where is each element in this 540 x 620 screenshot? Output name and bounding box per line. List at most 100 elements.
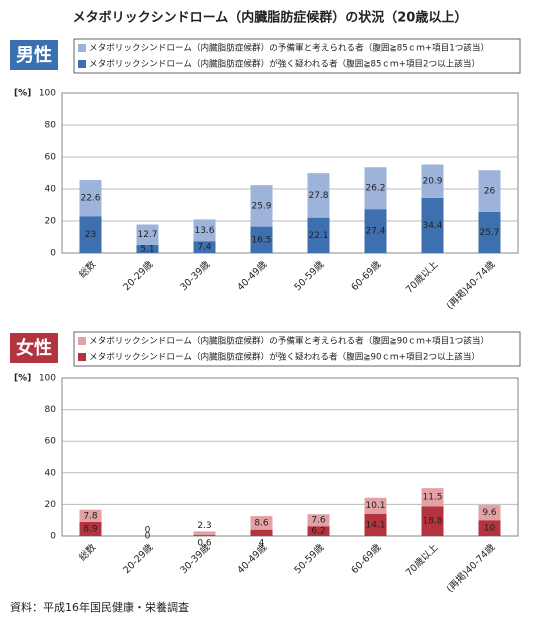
plot-frame [61,377,519,537]
x-tick-label: 40-49歳 [235,541,270,576]
bar-segment [250,516,273,530]
bar-segment [79,521,102,536]
value-label: 10 [484,524,496,534]
value-label: 18.8 [422,517,442,527]
y-tick-label: 60 [45,437,57,447]
bar-segment [364,167,387,210]
x-tick-label: 50-59歳 [292,258,327,293]
badge [10,333,58,363]
value-label: 27.8 [308,191,328,201]
legend-box [73,331,521,367]
value-label: 20.9 [422,177,442,187]
badge-label: 男性 [16,44,52,66]
value-label: 12.7 [137,230,157,240]
bar-segment [364,209,387,253]
plot-frame [61,92,519,254]
legend-swatch [78,44,86,52]
value-label: 2.3 [197,521,211,531]
value-label: 27.4 [365,227,385,237]
x-tick-label: 70歳以上 [403,541,441,579]
bar-segment [193,219,216,242]
value-label: 26 [484,187,496,197]
bar-segment [364,513,387,536]
value-label: 34.4 [422,221,442,231]
bar-segment [307,526,330,536]
value-label: 25.7 [479,228,499,238]
value-label: 23 [85,230,96,240]
bar-segment [478,170,501,212]
y-unit: [%] [14,374,31,384]
x-tick-label: 30-39歳 [178,258,213,293]
bar-segment [307,173,330,218]
x-tick-label: 総数 [76,258,98,280]
x-tick-label: 50-59歳 [292,541,327,576]
bar-segment [421,197,444,253]
bar-segment [250,529,273,536]
legend-label: メタボリックシンドローム（内臓脂肪症候群）が強く疑われる者（腹囲≧90ｃｍ+項目… [89,351,480,363]
bar-segment [136,224,159,245]
source-note: 資料：平成16年国民健康・栄養調査 [10,600,189,614]
x-tick-label: 20-29歳 [121,541,156,576]
legend-label: メタボリックシンドローム（内臓脂肪症候群）が強く疑われる者（腹囲≧85ｃｍ+項目… [89,58,480,70]
y-tick-label: 60 [45,153,57,163]
legend-swatch [78,60,86,68]
legend-swatch [78,337,86,345]
bar-segment [79,180,102,217]
value-label: 0.6 [197,539,212,549]
badge [10,40,58,70]
bar-segment [307,217,330,253]
y-tick-label: 40 [45,468,57,478]
value-label: 16.5 [251,235,271,245]
value-label: 26.2 [365,184,385,194]
value-label: 5.1 [140,244,154,254]
value-label: 6.2 [311,527,325,537]
badge-label: 女性 [16,337,52,359]
value-label: 9.6 [482,508,497,518]
value-label: 8.9 [83,524,98,534]
bar-segment [421,506,444,536]
page-title: メタボリックシンドローム（内臓脂肪症候群）の状況（20歳以上） [73,10,468,26]
x-tick-label: 60-69歳 [349,541,384,576]
value-label: 14.1 [365,520,385,530]
x-tick-label: 60-69歳 [349,258,384,293]
value-label: 10.1 [365,501,385,511]
value-label: 25.9 [251,201,271,211]
bar-segment [193,531,216,536]
bar-segment [136,244,159,253]
value-label: 7.6 [311,516,326,526]
bar-segment [478,211,501,253]
bar-segment [250,185,273,227]
y-tick-label: 20 [45,217,57,227]
y-tick-label: 0 [50,249,56,259]
bar-segment [193,535,216,536]
y-tick-label: 40 [45,185,57,195]
bar-segment [307,514,330,527]
value-label: 22.6 [80,194,100,204]
y-tick-label: 20 [45,500,57,510]
value-label: 22.1 [308,231,328,241]
y-unit: [%] [14,89,31,99]
value-label: 0 [145,532,151,542]
x-tick-label: 70歳以上 [403,258,441,296]
legend-box [73,38,521,74]
value-label: 4 [259,539,265,549]
bar-segment [79,509,102,522]
x-tick-label: (再掲)40-74歳 [444,541,498,595]
bar-segment [250,226,273,253]
value-label: 0 [145,526,151,536]
bar-segment [478,520,501,536]
x-tick-label: (再掲)40-74歳 [444,258,498,312]
bar-segment [421,488,444,507]
legend-label: メタボリックシンドローム（内臓脂肪症候群）の予備軍と考えられる者（腹囲≧85ｃｍ… [89,42,489,54]
x-tick-label: 40-49歳 [235,258,270,293]
y-tick-label: 100 [39,89,56,99]
y-tick-label: 0 [50,532,56,542]
bar-segment [421,164,444,198]
y-tick-label: 80 [45,405,57,415]
y-tick-label: 100 [39,374,56,384]
value-label: 13.6 [194,226,214,236]
value-label: 11.5 [422,493,442,503]
bar-segment [364,497,387,514]
value-label: 7.4 [197,243,212,253]
